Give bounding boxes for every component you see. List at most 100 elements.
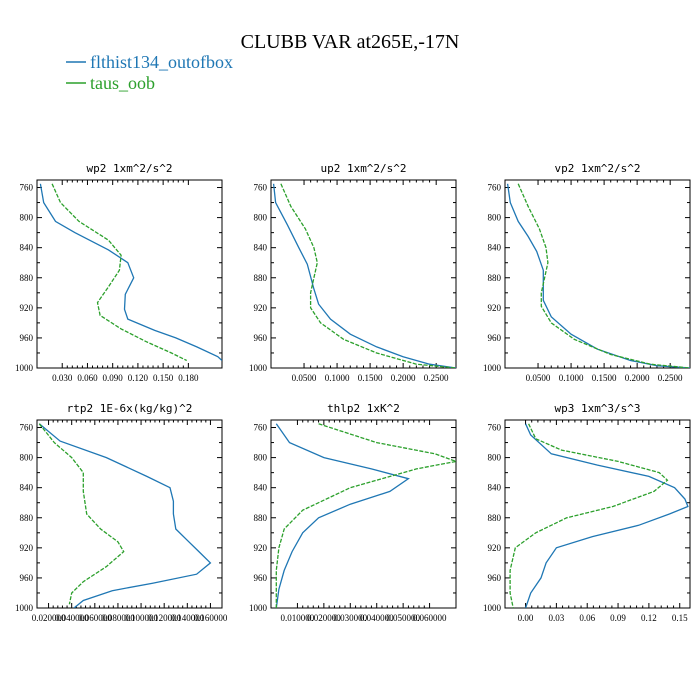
- y-tick-label: 1000: [249, 603, 268, 613]
- plot-frame: [36, 179, 223, 369]
- y-tick-label: 800: [488, 213, 502, 223]
- y-tick-label: 760: [254, 423, 268, 433]
- y-tick-label: 800: [488, 453, 502, 463]
- y-tick-label: 760: [488, 423, 502, 433]
- x-tick-label: 0.050000: [386, 613, 420, 623]
- x-tick-label: 0.2000: [391, 373, 416, 383]
- x-tick-label: 0.03: [549, 613, 565, 623]
- x-tick-label: 0.12: [641, 613, 657, 623]
- y-tick-label: 840: [488, 483, 502, 493]
- x-tick-label: 0.040000: [55, 613, 89, 623]
- panel-4: rtp2 1E-6x(kg/kg)^2 760 800 840 880 920 960 100…: [15, 402, 228, 623]
- y-tick-label: 880: [488, 273, 502, 283]
- x-tick-label: 0.0500: [292, 373, 317, 383]
- series-line-flthist134-outofbox: [39, 183, 222, 361]
- y-tick-label: 920: [488, 543, 502, 553]
- y-tick-label: 880: [488, 513, 502, 523]
- x-tick-label: 0.060000: [78, 613, 112, 623]
- x-tick-label: 0.15: [672, 613, 688, 623]
- y-tick-label: 920: [20, 303, 34, 313]
- x-tick-label: 0.1000: [325, 373, 350, 383]
- series-line-taus-oob: [275, 423, 456, 608]
- plot-frame: [270, 419, 457, 609]
- x-tick-label: 0.06: [579, 613, 595, 623]
- y-tick-label: 840: [488, 243, 502, 253]
- y-tick-label: 1000: [483, 603, 502, 613]
- x-tick-label: 0.060000: [413, 613, 447, 623]
- y-tick-label: 800: [20, 213, 34, 223]
- series-line-flthist134-outofbox: [272, 183, 456, 368]
- x-tick-label: 0.1000: [559, 373, 584, 383]
- y-tick-label: 760: [254, 183, 268, 193]
- panel-title: wp3 1xm^3/s^3: [554, 402, 640, 415]
- y-tick-label: 880: [254, 273, 268, 283]
- y-tick-label: 840: [20, 243, 34, 253]
- x-tick-label: 0.2500: [424, 373, 449, 383]
- plot-frame: [504, 419, 691, 609]
- x-tick-label: 0.030000: [333, 613, 367, 623]
- x-tick-label: 0.010000: [281, 613, 315, 623]
- x-tick-label: 0.00: [518, 613, 534, 623]
- series-line-flthist134-outofbox: [506, 183, 690, 368]
- y-tick-label: 880: [254, 513, 268, 523]
- x-tick-label: 0.090: [103, 373, 124, 383]
- panel-title: wp2 1xm^2/s^2: [86, 162, 172, 175]
- x-tick-label: 0.100000: [124, 613, 158, 623]
- y-tick-label: 880: [20, 273, 34, 283]
- figure-title: CLUBB VAR at265E,-17N: [241, 31, 460, 53]
- plot-frame: [270, 179, 457, 369]
- y-tick-label: 800: [20, 453, 34, 463]
- panel-6: wp3 1xm^3/s^3 760 800 840 880 920 960 1000 0.00 0…: [483, 402, 691, 623]
- y-tick-label: 840: [254, 483, 268, 493]
- x-tick-label: 0.120: [128, 373, 149, 383]
- x-tick-label: 0.180: [178, 373, 199, 383]
- legend-label-1: flthist134_outofbox: [90, 52, 233, 72]
- x-tick-label: 0.030: [52, 373, 73, 383]
- y-tick-label: 880: [20, 513, 34, 523]
- y-tick-label: 800: [254, 213, 268, 223]
- panel-3: vp2 1xm^2/s^2 760 800 840 880 920 960 1000 0.050…: [483, 162, 691, 383]
- series-line-taus-oob: [38, 423, 125, 605]
- x-tick-label: 0.0500: [526, 373, 551, 383]
- y-tick-label: 960: [488, 333, 502, 343]
- series-line-flthist134-outofbox: [275, 423, 410, 608]
- series-line-flthist134-outofbox: [38, 423, 212, 608]
- x-tick-label: 0.080000: [101, 613, 135, 623]
- y-tick-label: 760: [20, 183, 34, 193]
- y-tick-label: 840: [20, 483, 34, 493]
- series-line-taus-oob: [51, 183, 187, 362]
- x-tick-label: 0.060: [77, 373, 98, 383]
- y-tick-label: 920: [254, 303, 268, 313]
- panel-title: vp2 1xm^2/s^2: [554, 162, 640, 175]
- legend-label-2: taus_oob: [90, 73, 155, 93]
- x-tick-label: 0.2500: [658, 373, 683, 383]
- panel-title: thlp2 1xK^2: [327, 402, 400, 415]
- plot-frame: [36, 419, 223, 609]
- y-tick-label: 920: [20, 543, 34, 553]
- panel-title: rtp2 1E-6x(kg/kg)^2: [67, 402, 193, 415]
- panels: wp2 1xm^2/s^276080084088092096010000.030…: [15, 162, 691, 623]
- y-tick-label: 960: [254, 333, 268, 343]
- y-tick-label: 960: [254, 573, 268, 583]
- y-tick-label: 920: [254, 543, 268, 553]
- x-tick-label: 0.020000: [307, 613, 341, 623]
- x-tick-label: 0.160000: [194, 613, 228, 623]
- x-tick-label: 0.1500: [592, 373, 617, 383]
- y-tick-label: 1000: [15, 363, 34, 373]
- y-tick-label: 960: [20, 573, 34, 583]
- x-tick-label: 0.040000: [360, 613, 394, 623]
- y-tick-label: 960: [20, 333, 34, 343]
- x-tick-label: 0.2000: [625, 373, 650, 383]
- y-tick-label: 760: [20, 423, 34, 433]
- series-line-taus-oob: [509, 423, 669, 608]
- y-tick-label: 840: [254, 243, 268, 253]
- x-tick-label: 0.150: [153, 373, 174, 383]
- series-line-taus-oob: [517, 183, 690, 368]
- y-tick-label: 800: [254, 453, 268, 463]
- x-tick-label: 0.120000: [147, 613, 181, 623]
- y-tick-label: 960: [488, 573, 502, 583]
- x-tick-label: 0.020000: [32, 613, 66, 623]
- y-tick-label: 920: [488, 303, 502, 313]
- y-tick-label: 1000: [483, 363, 502, 373]
